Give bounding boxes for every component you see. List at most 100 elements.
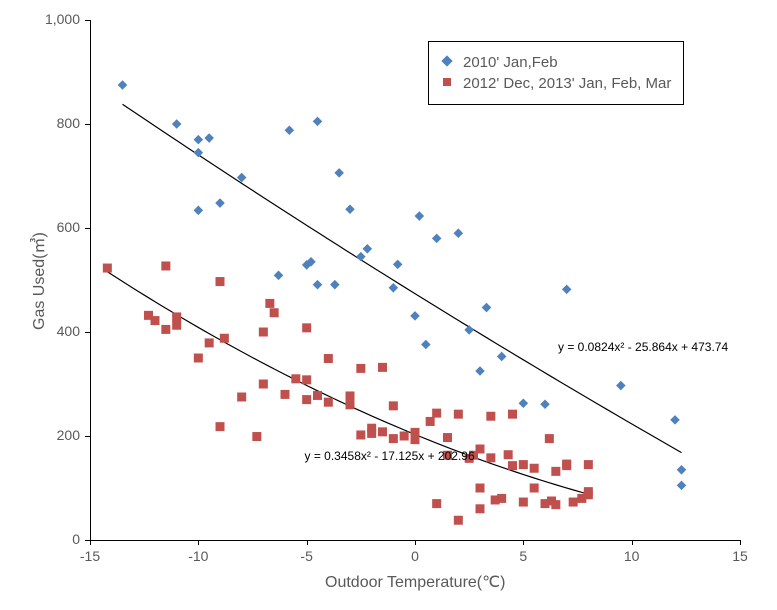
x-tick-label: -10: [178, 548, 218, 564]
data-point: [519, 498, 528, 507]
x-tick: [740, 540, 741, 545]
data-point: [216, 422, 225, 431]
data-point: [356, 430, 365, 439]
y-tick-label: 200: [30, 427, 80, 443]
data-point: [346, 400, 355, 409]
data-point: [313, 280, 323, 290]
data-point: [161, 325, 170, 334]
data-point: [103, 264, 112, 273]
data-point: [393, 260, 403, 270]
data-point: [482, 303, 492, 313]
data-point: [237, 393, 246, 402]
data-point: [302, 375, 311, 384]
legend-label: 2010' Jan,Feb: [463, 54, 558, 71]
data-point: [454, 410, 463, 419]
data-point: [432, 234, 442, 244]
x-tick-label: -5: [287, 548, 327, 564]
x-tick-label: 15: [720, 548, 760, 564]
x-tick-label: 10: [612, 548, 652, 564]
data-point: [677, 465, 687, 475]
data-point: [540, 400, 550, 410]
trendline: [123, 104, 682, 452]
data-point: [281, 390, 290, 399]
data-point: [454, 516, 463, 525]
data-point: [356, 252, 366, 262]
square-icon: [441, 75, 453, 92]
data-point: [194, 354, 203, 363]
data-point: [486, 412, 495, 421]
y-tick: [85, 332, 90, 333]
data-point: [530, 464, 539, 473]
data-point: [497, 352, 507, 362]
data-point: [504, 450, 513, 459]
data-point: [172, 321, 181, 330]
data-point: [356, 364, 365, 373]
data-point: [220, 334, 229, 343]
chart-container: 2010' Jan,Feb 2012' Dec, 2013' Jan, Feb,…: [0, 0, 777, 610]
data-point: [378, 363, 387, 372]
data-point: [194, 206, 204, 216]
data-point: [464, 325, 474, 335]
data-point: [415, 211, 425, 221]
data-point: [551, 500, 560, 509]
y-axis-title: Gas Used(㎥): [25, 232, 49, 330]
data-point: [443, 433, 452, 442]
data-point: [562, 285, 572, 295]
data-point: [259, 380, 268, 389]
data-point: [476, 484, 485, 493]
data-point: [519, 460, 528, 469]
data-point: [204, 133, 214, 143]
y-tick: [85, 124, 90, 125]
data-point: [616, 381, 626, 391]
data-point: [562, 461, 571, 470]
data-point: [205, 338, 214, 347]
data-point: [194, 135, 204, 145]
data-point: [569, 498, 578, 507]
x-tick: [90, 540, 91, 545]
data-point: [584, 460, 593, 469]
y-tick: [85, 228, 90, 229]
legend-label: 2012' Dec, 2013' Jan, Feb, Mar: [463, 75, 671, 92]
data-point: [476, 504, 485, 513]
data-point: [270, 308, 279, 317]
data-point: [670, 415, 680, 425]
data-point: [172, 119, 182, 129]
data-point: [486, 453, 495, 462]
data-point: [334, 168, 344, 178]
data-point: [584, 490, 593, 499]
data-point: [274, 271, 284, 281]
legend: 2010' Jan,Feb 2012' Dec, 2013' Jan, Feb,…: [428, 41, 684, 105]
data-point: [400, 432, 409, 441]
x-tick-label: -15: [70, 548, 110, 564]
data-point: [389, 283, 399, 293]
x-tick: [523, 540, 524, 545]
diamond-icon: [441, 54, 453, 71]
data-point: [259, 328, 268, 337]
data-point: [497, 494, 506, 503]
data-point: [454, 228, 464, 238]
data-point: [151, 316, 160, 325]
data-point: [216, 277, 225, 286]
data-point: [302, 323, 311, 332]
data-point: [410, 311, 420, 321]
data-point: [367, 429, 376, 438]
data-point: [432, 409, 441, 418]
legend-item-2010: 2010' Jan,Feb: [441, 54, 671, 71]
data-point: [519, 398, 529, 408]
data-point: [194, 148, 204, 158]
data-point: [476, 445, 485, 454]
data-point: [508, 461, 517, 470]
y-tick-label: 800: [30, 115, 80, 131]
y-tick: [85, 436, 90, 437]
data-point: [346, 391, 355, 400]
y-tick: [85, 20, 90, 21]
data-point: [475, 366, 485, 376]
data-point: [172, 312, 181, 321]
data-point: [324, 354, 333, 363]
data-point: [345, 205, 355, 215]
data-point: [313, 391, 322, 400]
data-point: [291, 374, 300, 383]
data-point: [389, 401, 398, 410]
data-point: [545, 434, 554, 443]
legend-item-2012: 2012' Dec, 2013' Jan, Feb, Mar: [441, 75, 671, 92]
